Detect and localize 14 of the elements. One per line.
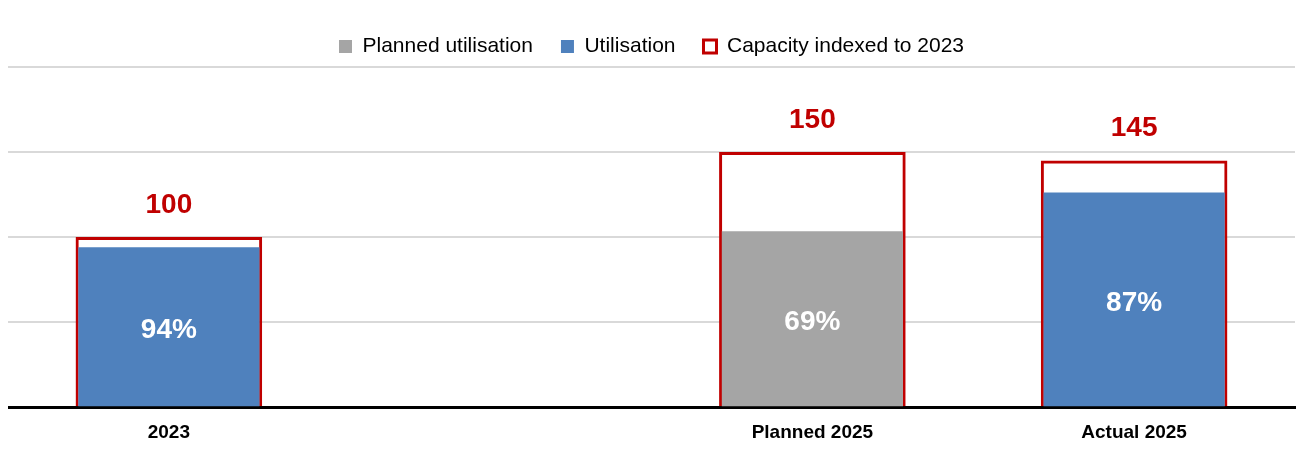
data-label: 150 bbox=[789, 102, 836, 134]
annotation: 87% bbox=[1106, 286, 1163, 318]
legend-label: Capacity indexed to 2023 bbox=[726, 33, 964, 57]
bar bbox=[1043, 192, 1225, 407]
legend-label: Utilisation bbox=[584, 33, 676, 57]
annotation: 94% bbox=[140, 312, 197, 344]
data-label: 145 bbox=[1110, 111, 1158, 143]
x-tick-label: Actual 2025 bbox=[1081, 420, 1188, 442]
legend-label: Planned utilisation bbox=[362, 33, 533, 57]
bar bbox=[721, 231, 903, 407]
x-tick-label: Planned 2025 bbox=[751, 420, 874, 442]
x-tick-label: 2023 bbox=[147, 420, 191, 442]
annotation: 69% bbox=[784, 304, 841, 336]
data-label: 100 bbox=[145, 187, 193, 219]
